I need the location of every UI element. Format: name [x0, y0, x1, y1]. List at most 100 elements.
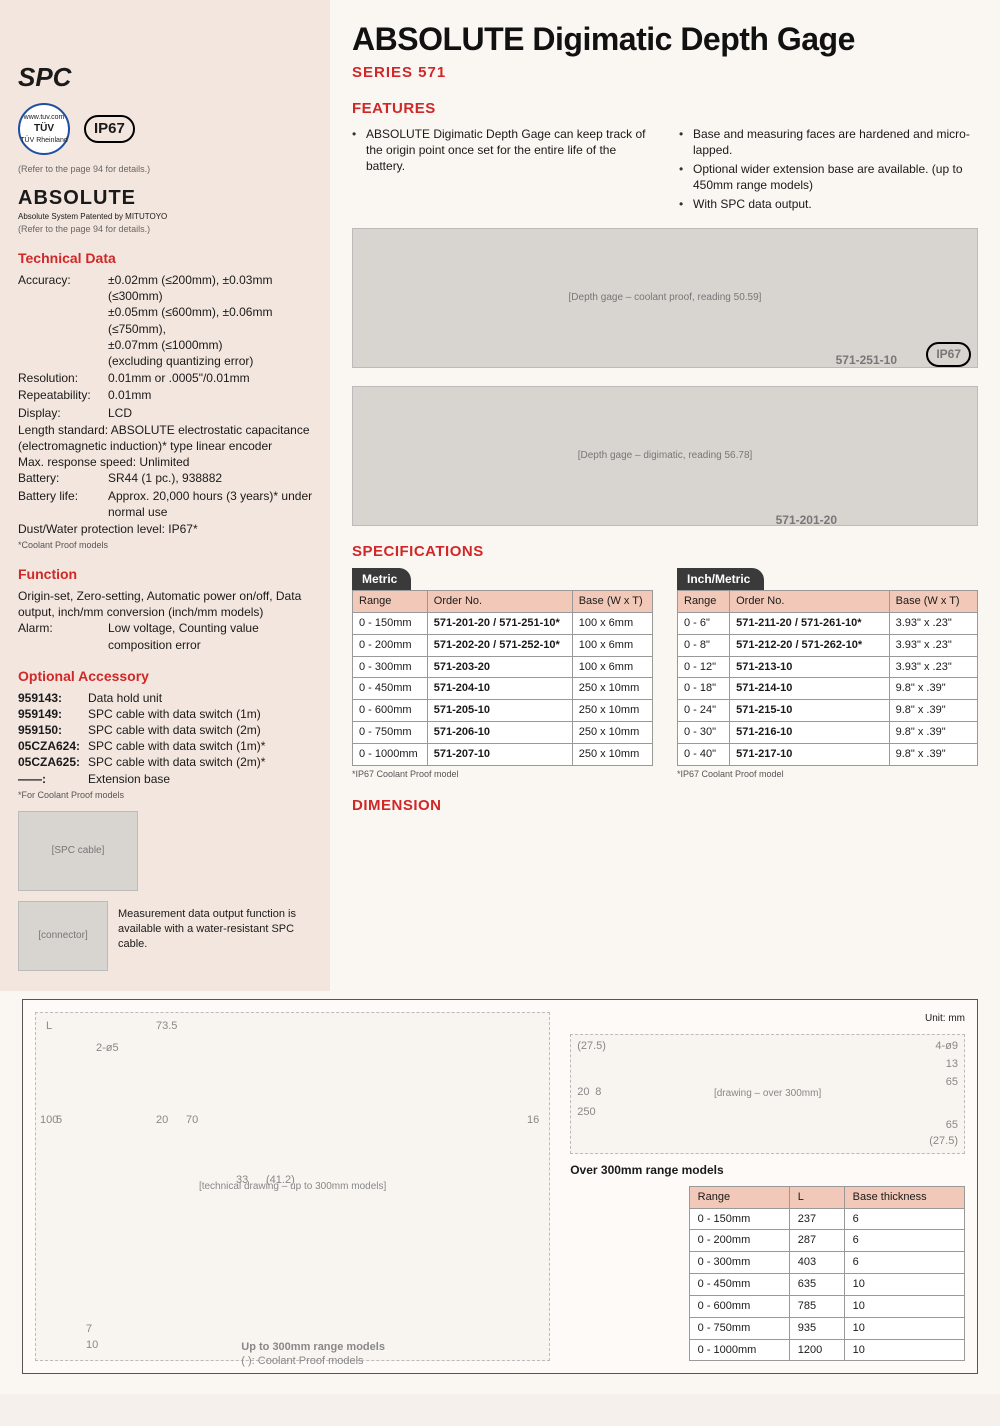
dimval-250: 250	[577, 1105, 595, 1120]
cell-bt: 10	[844, 1317, 964, 1339]
accessory-desc: SPC cable with data switch (2m)	[88, 722, 315, 738]
feature-item: Optional wider extension base are availa…	[679, 161, 978, 193]
accessory-row: ——:Extension base	[18, 771, 315, 787]
model-label-top: 571-251-10	[836, 352, 897, 368]
feature-item: With SPC data output.	[679, 196, 978, 212]
cell-order: 571-206-10	[427, 722, 572, 744]
ip67-inline-badge: IP67	[926, 342, 971, 366]
col-range: Range	[353, 591, 428, 613]
cell-range: 0 - 1000mm	[353, 743, 428, 765]
cell-L: 403	[789, 1252, 844, 1274]
ref-note-ip67: (Refer to the page 94 for details.)	[18, 163, 315, 175]
dimval-8: 8	[595, 1085, 601, 1100]
dimval-7: 7	[86, 1322, 92, 1337]
cell-range: 0 - 24"	[678, 700, 730, 722]
td-display: LCD	[108, 405, 315, 421]
accessory-heading: Optional Accessory	[18, 667, 315, 686]
cell-order: 571-205-10	[427, 700, 572, 722]
cell-L: 1200	[789, 1339, 844, 1361]
accessory-row: 959150:SPC cable with data switch (2m)	[18, 722, 315, 738]
dim-caption-300b: ( ): Coolant Proof models	[241, 1354, 363, 1369]
dimval-L: L	[46, 1019, 52, 1034]
accessory-row: 959143:Data hold unit	[18, 690, 315, 706]
cell-order: 571-214-10	[730, 678, 890, 700]
td-repeat: 0.01mm	[108, 387, 315, 403]
dimval-41-2: (41.2)	[266, 1173, 295, 1188]
accessory-desc: SPC cable with data switch (2m)*	[88, 754, 315, 770]
table-row: 0 - 40"571-217-109.8" x .39"	[678, 743, 978, 765]
ip67-badge: IP67	[84, 115, 135, 143]
cell-base: 9.8" x .39"	[889, 722, 977, 744]
page-title: ABSOLUTE Digimatic Depth Gage	[352, 18, 978, 61]
table-row: 0 - 600mm571-205-10250 x 10mm	[353, 700, 653, 722]
cell-base: 250 x 10mm	[572, 722, 652, 744]
cell-range: 0 - 200mm	[353, 634, 428, 656]
cell-L: 237	[789, 1208, 844, 1230]
table-row: 0 - 24"571-215-109.8" x .39"	[678, 700, 978, 722]
table-row: 0 - 300mm4036	[689, 1252, 964, 1274]
cable-connector-image: [connector]	[18, 901, 108, 971]
dimval-73-5: 73.5	[156, 1019, 177, 1034]
cell-order: 571-204-10	[427, 678, 572, 700]
cell-bt: 6	[844, 1230, 964, 1252]
accessory-code: 959143:	[18, 690, 88, 706]
model-label-bottom: 571-201-20	[776, 512, 837, 528]
table-row: 0 - 450mm571-204-10250 x 10mm	[353, 678, 653, 700]
cell-order: 571-216-10	[730, 722, 890, 744]
dimval-65b: 65	[946, 1118, 958, 1133]
tech-data-heading: Technical Data	[18, 249, 315, 268]
func-alarm: Low voltage, Counting value composition …	[108, 620, 315, 652]
col-order: Order No.	[427, 591, 572, 613]
spec-metric-block: Metric Range Order No. Base (W x T) 0 - …	[352, 568, 653, 780]
cell-L: 785	[789, 1295, 844, 1317]
cell-range: 0 - 600mm	[353, 700, 428, 722]
accessory-code: 959150:	[18, 722, 88, 738]
features-right: Base and measuring faces are hardened an…	[679, 126, 978, 213]
td-battlife-label: Battery life:	[18, 488, 108, 520]
td-resp-label: Max. response speed:	[18, 455, 136, 469]
dim-caption-300: Up to 300mm range models	[241, 1340, 385, 1355]
spec-inch-block: Inch/Metric Range Order No. Base (W x T)…	[677, 568, 978, 780]
table-row: 0 - 200mm2876	[689, 1230, 964, 1252]
td-batt: SR44 (1 pc.), 938882	[108, 470, 315, 486]
feature-item: Base and measuring faces are hardened an…	[679, 126, 978, 158]
td-accuracy: ±0.02mm (≤200mm), ±0.03mm (≤300mm) ±0.05…	[108, 272, 315, 369]
dimval-13: 13	[946, 1057, 958, 1072]
product-image-bottom: [Depth gage – digimatic, reading 56.78] …	[352, 386, 978, 526]
accessory-code: 05CZA625:	[18, 754, 88, 770]
cell-range: 0 - 6"	[678, 612, 730, 634]
dimension-drawing-over300: [drawing – over 300mm] (27.5) 4-ø9 13 65…	[570, 1034, 965, 1154]
tuv-badge: www.tuv.com TÜV TÜV Rheinland	[18, 103, 70, 155]
accessory-code: 05CZA624:	[18, 738, 88, 754]
features-heading: FEATURES	[352, 99, 978, 119]
spec-metric-table: Range Order No. Base (W x T) 0 - 150mm57…	[352, 590, 653, 766]
cell-range: 0 - 600mm	[689, 1295, 789, 1317]
absolute-sub: Absolute System Patented by MITUTOYO	[18, 212, 315, 223]
accessory-list: 959143:Data hold unit959149:SPC cable wi…	[18, 690, 315, 787]
cell-range: 0 - 300mm	[689, 1252, 789, 1274]
dimcol-L: L	[789, 1186, 844, 1208]
accessory-code: ——:	[18, 771, 88, 787]
cell-base: 3.93" x .23"	[889, 634, 977, 656]
table-row: 0 - 18"571-214-109.8" x .39"	[678, 678, 978, 700]
dimval-20b: 20	[577, 1085, 589, 1100]
function-heading: Function	[18, 565, 315, 584]
function-body: Origin-set, Zero-setting, Automatic powe…	[18, 588, 315, 620]
cell-bt: 10	[844, 1295, 964, 1317]
cell-range: 0 - 18"	[678, 678, 730, 700]
table-row: 0 - 6"571-211-20 / 571-261-10*3.93" x .2…	[678, 612, 978, 634]
cell-range: 0 - 450mm	[353, 678, 428, 700]
cell-range: 0 - 300mm	[353, 656, 428, 678]
cable-note: Measurement data output function is avai…	[118, 901, 315, 971]
dimval-33: 33	[236, 1173, 248, 1188]
cell-base: 9.8" x .39"	[889, 700, 977, 722]
cell-bt: 6	[844, 1208, 964, 1230]
cell-range: 0 - 30"	[678, 722, 730, 744]
dimval-70: 70	[186, 1113, 198, 1128]
cell-base: 100 x 6mm	[572, 634, 652, 656]
cell-range: 0 - 150mm	[353, 612, 428, 634]
dimval-10: 10	[86, 1338, 98, 1353]
td-resp: Unlimited	[139, 455, 189, 469]
absolute-logo: ABSOLUTE	[18, 185, 315, 212]
cell-order: 571-203-20	[427, 656, 572, 678]
